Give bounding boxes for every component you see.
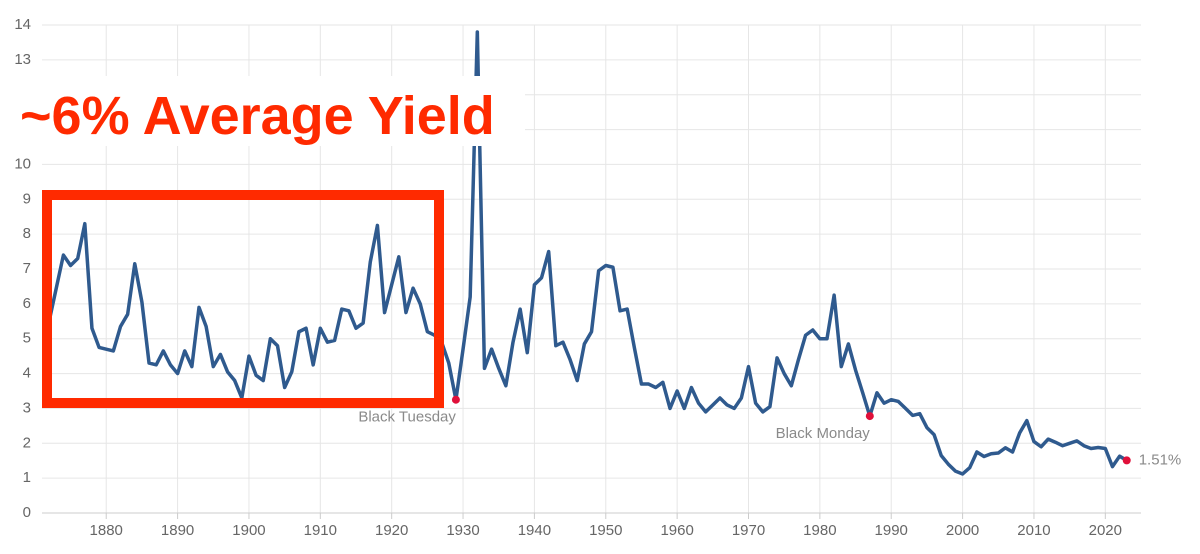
y-tick-label: 4 <box>23 365 31 382</box>
data-line <box>47 30 1129 476</box>
x-tick-label: 1960 <box>660 522 693 539</box>
y-tick-label: 3 <box>23 399 31 416</box>
y-tick-label: 13 <box>14 51 31 68</box>
overlay-background <box>10 76 525 146</box>
x-tick-label: 1920 <box>375 522 408 539</box>
x-tick-label: 2020 <box>1089 522 1122 539</box>
x-tick-label: 1940 <box>518 522 551 539</box>
x-tick-label: 1900 <box>232 522 265 539</box>
y-tick-label: 8 <box>23 225 31 242</box>
x-tick-label: 1990 <box>875 522 908 539</box>
annotation-label: 1.51% <box>1139 451 1182 468</box>
x-tick-label: 1930 <box>446 522 479 539</box>
x-tick-label: 1890 <box>161 522 194 539</box>
x-tick-label: 1980 <box>803 522 836 539</box>
y-tick-label: 2 <box>23 434 31 451</box>
annotation-dot <box>1122 456 1131 465</box>
x-tick-label: 1970 <box>732 522 765 539</box>
x-tick-label: 2010 <box>1017 522 1050 539</box>
x-tick-label: 1910 <box>304 522 337 539</box>
x-tick-label: 1880 <box>90 522 123 539</box>
y-tick-label: 7 <box>23 260 31 277</box>
highlight-box <box>42 190 444 408</box>
plot: Black Tuesday Black Monday 1.51% <box>47 30 1182 476</box>
y-tick-label: 14 <box>14 16 31 33</box>
y-tick-label: 1 <box>23 469 31 486</box>
y-tick-label: 5 <box>23 330 31 347</box>
x-tick-label: 1950 <box>589 522 622 539</box>
annotation-dot <box>451 395 460 404</box>
overlay: ~6% Average Yield <box>10 76 525 408</box>
y-tick-label: 6 <box>23 295 31 312</box>
y-tick-label: 9 <box>23 190 31 207</box>
annotation-dot <box>865 412 874 421</box>
annotation-label: Black Monday <box>776 425 871 442</box>
y-tick-label: 0 <box>23 504 31 521</box>
x-tick-label: 2000 <box>946 522 979 539</box>
overlay-text: ~6% Average Yield <box>20 86 495 146</box>
annotation-label: Black Tuesday <box>358 409 456 426</box>
y-tick-label: 10 <box>14 155 31 172</box>
